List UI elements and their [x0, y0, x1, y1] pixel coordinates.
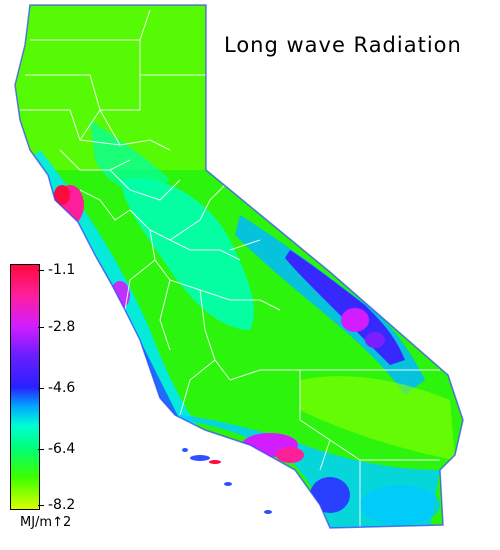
- legend-units: MJ/m↑2: [20, 515, 72, 530]
- legend-tick: [38, 449, 44, 450]
- channel-islands: [182, 448, 272, 514]
- legend-tick: [38, 327, 44, 328]
- legend-tick-label: -8.2: [48, 497, 76, 513]
- map-title: Long wave Radiation: [224, 33, 462, 57]
- color-scale-bar: [10, 264, 40, 510]
- legend-tick-label: -4.6: [48, 380, 76, 396]
- legend-tick: [38, 505, 44, 506]
- legend-tick-label: -6.4: [48, 441, 76, 457]
- legend-tick: [38, 270, 44, 271]
- legend-tick-label: -1.1: [48, 262, 76, 278]
- legend-tick-label: -2.8: [48, 319, 76, 335]
- legend-tick: [38, 388, 44, 389]
